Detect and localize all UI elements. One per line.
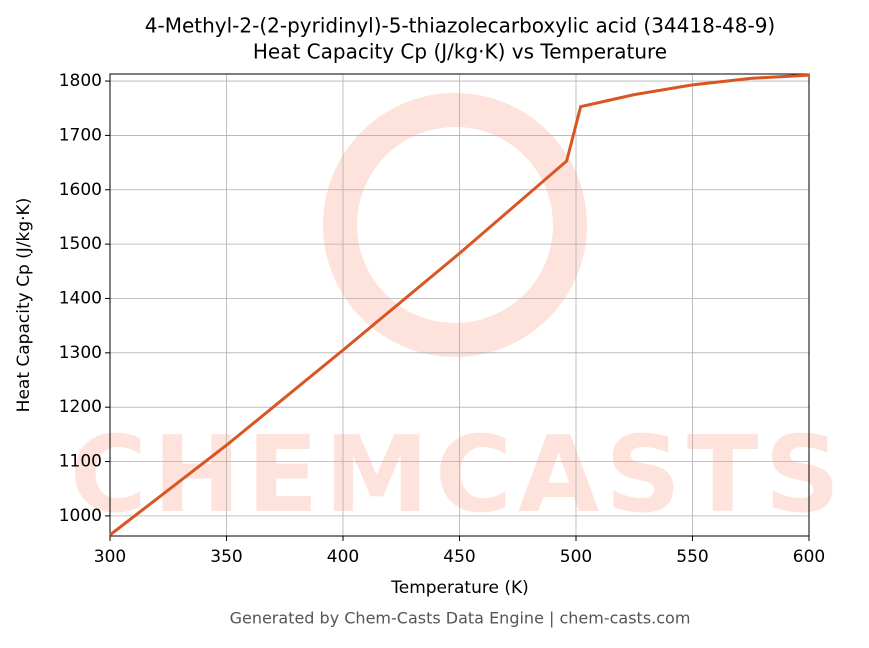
data-line (109, 73, 810, 537)
x-axis-label: Temperature (K) (390, 578, 529, 598)
x-tick-label: 300 (94, 547, 126, 567)
x-tick-label: 500 (560, 547, 592, 567)
y-tick-label: 1600 (59, 180, 102, 200)
footer: Generated by Chem-Casts Data Engine | ch… (230, 609, 691, 628)
x-tick-label: 450 (443, 547, 475, 567)
y-tick-label: 1700 (59, 125, 102, 145)
x-tick-label: 550 (676, 547, 708, 567)
y-axis-label: Heat Capacity Cp (J/kg·K) (14, 198, 34, 413)
x-tick-label: 400 (327, 547, 359, 567)
y-tick-label: 1000 (59, 506, 102, 526)
x-tick-label: 350 (210, 547, 242, 567)
plot-frame (109, 73, 810, 537)
y-tick-label: 1200 (59, 397, 102, 417)
watermark: CHEMCASTS (70, 414, 846, 536)
chart-title: 4-Methyl-2-(2-pyridinyl)-5-thiazolecarbo… (145, 14, 775, 38)
y-tick-label: 1400 (59, 288, 102, 308)
y-tick-label: 1300 (59, 343, 102, 363)
x-tick-label: 600 (793, 547, 825, 567)
y-tick-label: 1500 (59, 234, 102, 254)
y-tick-label: 1800 (59, 71, 102, 91)
y-tick-label: 1100 (59, 452, 102, 472)
watermark-logo (323, 93, 587, 357)
chart-subtitle: Heat Capacity Cp (J/kg·K) vs Temperature (253, 40, 667, 64)
